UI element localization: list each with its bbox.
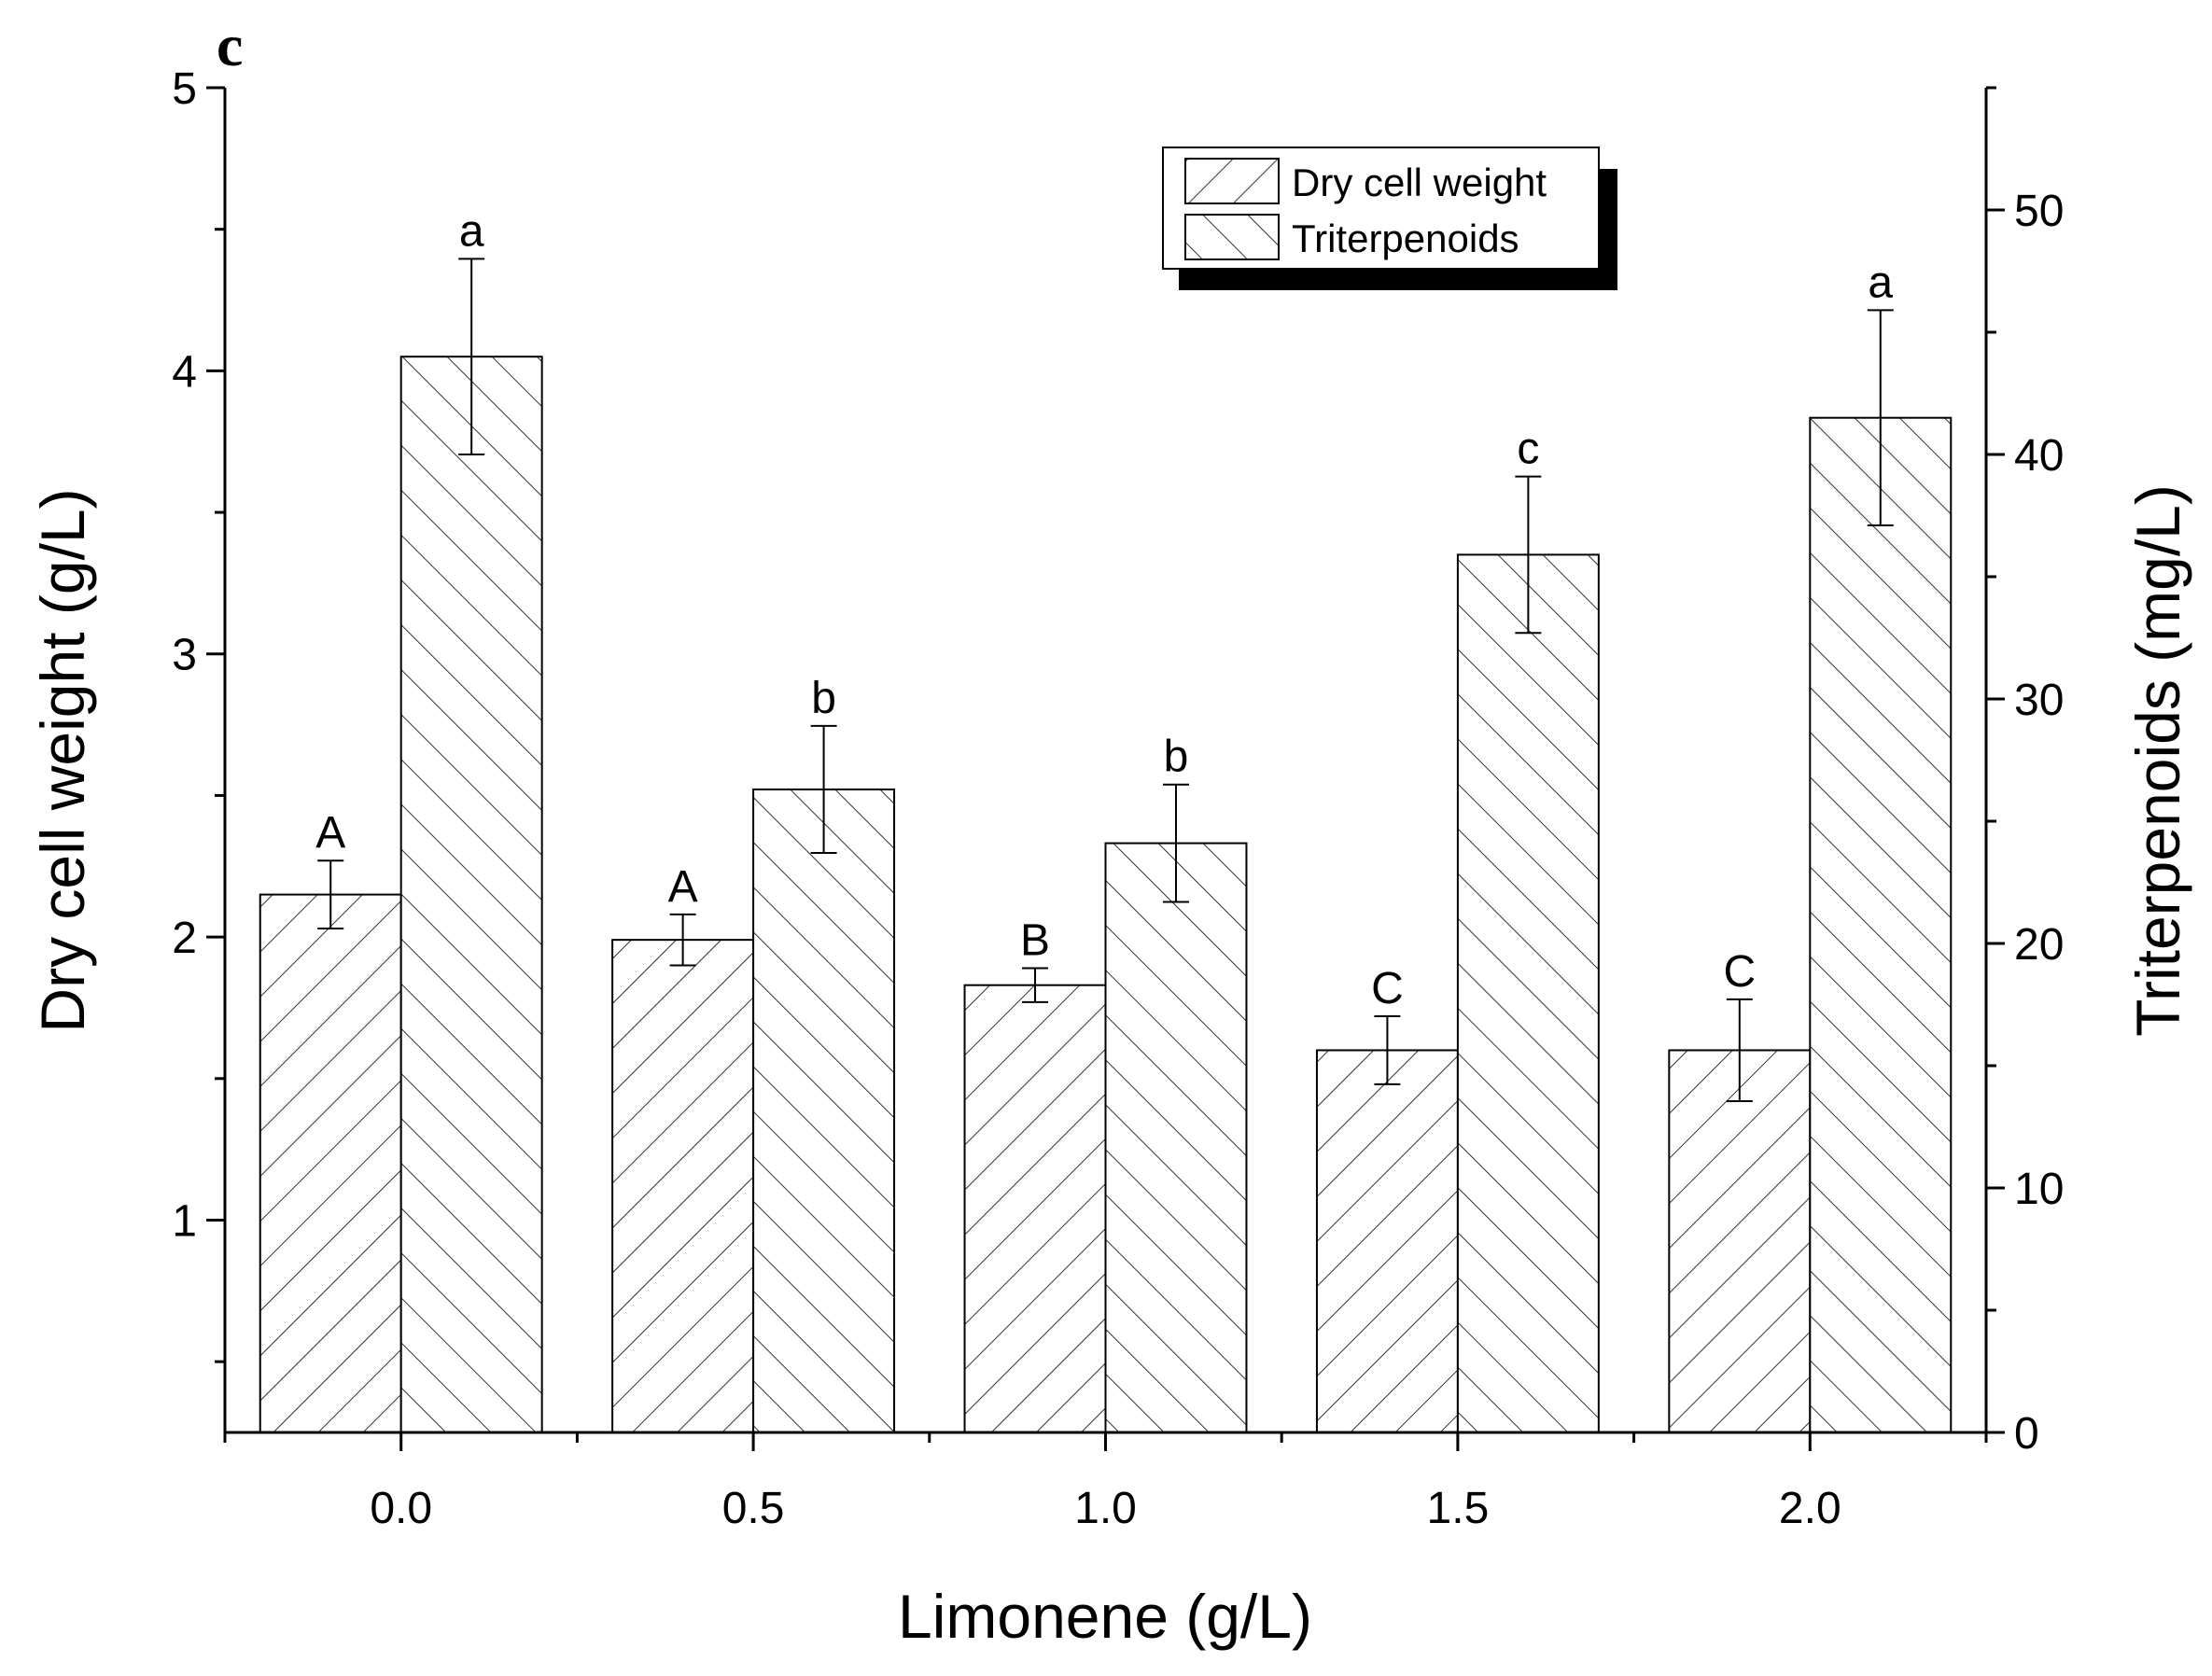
x-tick-label-4: 2.0 bbox=[1779, 1484, 1841, 1533]
x-tick-label-3: 1.5 bbox=[1427, 1484, 1490, 1533]
x-axis-title: Limonene (g/L) bbox=[898, 1582, 1312, 1651]
legend-swatch-dry-cell-weight bbox=[1184, 158, 1280, 204]
bar-dry-cell-weight-2 bbox=[963, 984, 1107, 1433]
panel-label: c bbox=[217, 12, 243, 78]
right-tick-label-30: 30 bbox=[2014, 676, 2064, 725]
significance-label-dry-cell-weight-4: C bbox=[1723, 947, 1756, 997]
x-tick-label-0: 0.0 bbox=[370, 1484, 432, 1533]
legend-swatch-triterpenoids bbox=[1184, 214, 1280, 260]
bar-dry-cell-weight-3 bbox=[1315, 1049, 1459, 1433]
significance-label-dry-cell-weight-0: A bbox=[315, 808, 345, 858]
right-tick-label-50: 50 bbox=[2014, 187, 2064, 236]
bar-triterpenoids-0 bbox=[399, 356, 543, 1434]
significance-label-dry-cell-weight-2: B bbox=[1020, 915, 1050, 965]
significance-labels-layer: A A B C Ca b b c a bbox=[315, 206, 1893, 1013]
x-tick-label-1: 0.5 bbox=[722, 1484, 785, 1533]
significance-label-triterpenoids-4: a bbox=[1868, 258, 1893, 307]
right-axis-ticks: 0 10 20 30 40 50 bbox=[1986, 86, 2064, 1459]
x-tick-label-2: 1.0 bbox=[1074, 1484, 1137, 1533]
significance-label-triterpenoids-2: b bbox=[1164, 733, 1189, 782]
left-tick-label-3: 3 bbox=[172, 631, 197, 680]
bar-triterpenoids-3 bbox=[1456, 553, 1600, 1433]
left-tick-label-2: 2 bbox=[172, 914, 197, 963]
bar-dry-cell-weight-4 bbox=[1668, 1049, 1812, 1433]
significance-label-dry-cell-weight-1: A bbox=[668, 862, 698, 912]
right-tick-label-0: 0 bbox=[2014, 1409, 2039, 1459]
left-axis-ticks: 1 2 3 4 5 bbox=[172, 64, 225, 1363]
left-tick-label-1: 1 bbox=[172, 1196, 197, 1246]
left-tick-label-5: 5 bbox=[172, 64, 197, 114]
bar-triterpenoids-4 bbox=[1809, 416, 1953, 1434]
right-axis-title: Triterpenoids (mg/L) bbox=[2123, 484, 2192, 1037]
significance-label-triterpenoids-3: c bbox=[1517, 425, 1539, 474]
bars-layer bbox=[259, 356, 1953, 1434]
significance-label-dry-cell-weight-3: C bbox=[1371, 964, 1404, 1013]
legend: Dry cell weight Triterpenoids bbox=[1162, 147, 1617, 290]
x-axis-ticks: 0.0 0.5 1.0 1.5 2.0 bbox=[223, 1432, 1988, 1533]
significance-label-triterpenoids-1: b bbox=[811, 674, 836, 723]
error-bars-layer bbox=[317, 258, 1894, 1103]
bar-dry-cell-weight-0 bbox=[259, 893, 402, 1433]
bar-triterpenoids-1 bbox=[752, 788, 896, 1433]
right-tick-label-40: 40 bbox=[2014, 431, 2064, 481]
bar-triterpenoids-2 bbox=[1104, 842, 1248, 1433]
left-tick-label-4: 4 bbox=[172, 347, 197, 397]
right-tick-label-20: 20 bbox=[2014, 920, 2064, 970]
significance-label-triterpenoids-0: a bbox=[459, 206, 484, 256]
left-axis-title: Dry cell weight (g/L) bbox=[28, 488, 97, 1032]
legend-label-dry-cell-weight: Dry cell weight bbox=[1292, 161, 1547, 204]
bar-dry-cell-weight-1 bbox=[611, 939, 755, 1433]
right-tick-label-10: 10 bbox=[2014, 1165, 2064, 1214]
legend-label-triterpenoids: Triterpenoids bbox=[1292, 216, 1519, 260]
